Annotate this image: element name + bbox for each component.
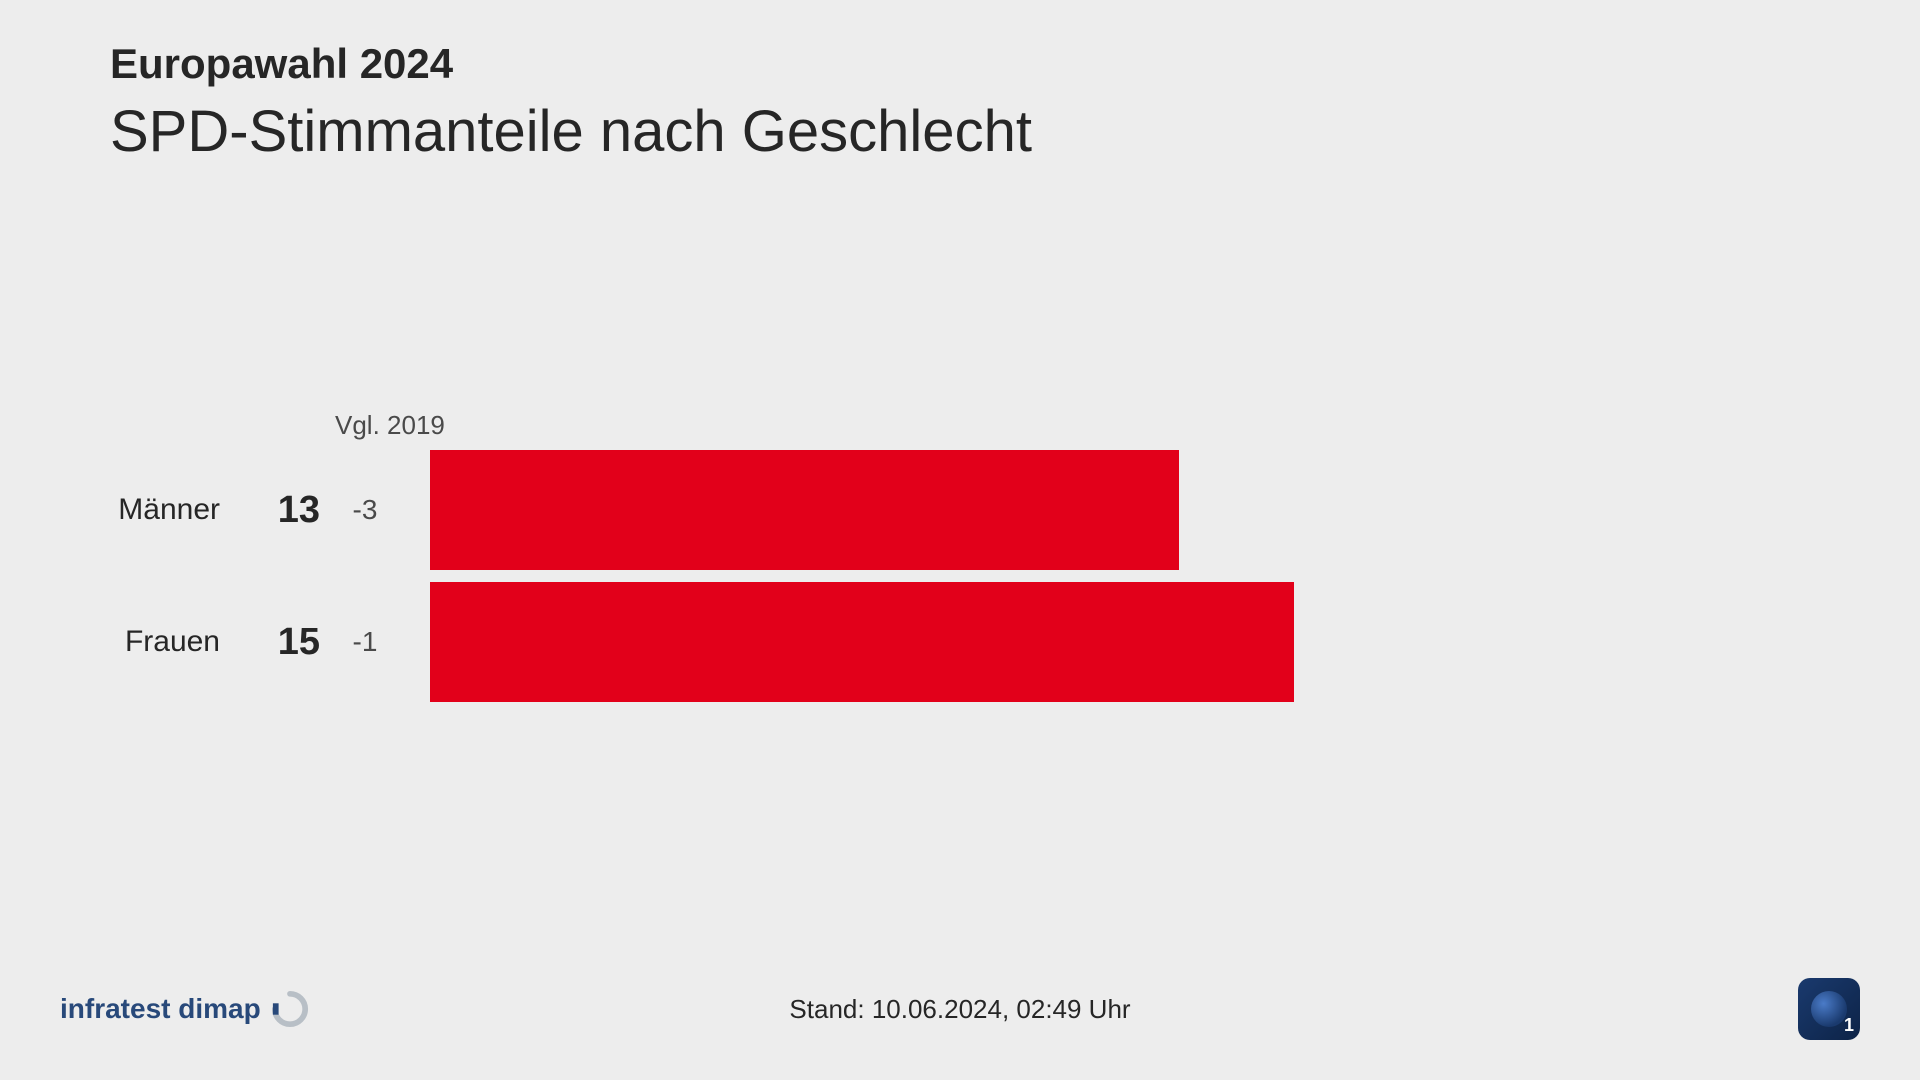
- bar-container: [430, 450, 1810, 570]
- source-icon: [271, 990, 309, 1028]
- bar-container: [430, 582, 1810, 702]
- chart-footer: infratest dimap Stand: 10.06.2024, 02:49…: [0, 978, 1920, 1040]
- category-label: Frauen: [110, 625, 240, 659]
- chart-row: Männer13-3: [110, 450, 1810, 570]
- delta-label: -1: [320, 626, 410, 658]
- source-logo: infratest dimap: [60, 990, 309, 1028]
- value-label: 13: [240, 489, 320, 532]
- globe-icon: [1811, 991, 1847, 1027]
- chart-area: Vgl. 2019 Männer13-3Frauen15-1: [110, 450, 1810, 714]
- chart-title: SPD-Stimmanteile nach Geschlecht: [110, 98, 1920, 165]
- bar: [430, 450, 1179, 570]
- delta-label: -3: [320, 494, 410, 526]
- broadcaster-logo: 1: [1798, 978, 1860, 1040]
- chart-row: Frauen15-1: [110, 582, 1810, 702]
- timestamp: Stand: 10.06.2024, 02:49 Uhr: [789, 994, 1130, 1025]
- value-label: 15: [240, 621, 320, 664]
- timestamp-value: 10.06.2024, 02:49 Uhr: [872, 994, 1131, 1024]
- source-name: infratest dimap: [60, 993, 261, 1025]
- supertitle: Europawahl 2024: [110, 40, 1920, 88]
- bar: [430, 582, 1294, 702]
- timestamp-label: Stand:: [789, 994, 864, 1024]
- broadcaster-number: 1: [1844, 1015, 1854, 1036]
- chart-header: Europawahl 2024 SPD-Stimmanteile nach Ge…: [0, 0, 1920, 165]
- comparison-label: Vgl. 2019: [335, 410, 445, 441]
- category-label: Männer: [110, 493, 240, 527]
